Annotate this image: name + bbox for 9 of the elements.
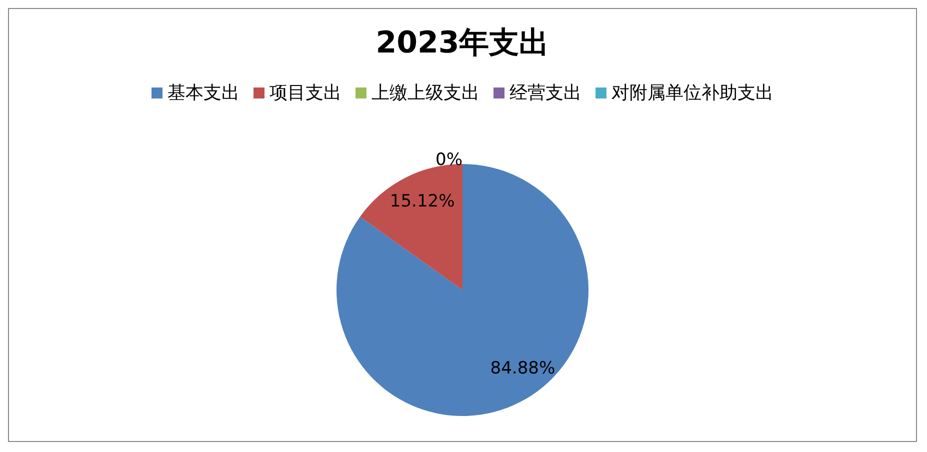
legend-label: 经营支出: [510, 82, 582, 104]
chart-title: 2023年支出: [376, 26, 550, 60]
data-label: 15.12%: [390, 191, 455, 212]
legend-label: 基本支出: [168, 82, 240, 104]
text: 0%: [436, 150, 462, 170]
legend-label: 对附属单位补助支出: [612, 82, 774, 104]
data-label: 84.88%: [490, 358, 556, 379]
legend-label: 上缴上级支出: [372, 82, 480, 104]
legend-label: 项目支出: [270, 82, 342, 104]
